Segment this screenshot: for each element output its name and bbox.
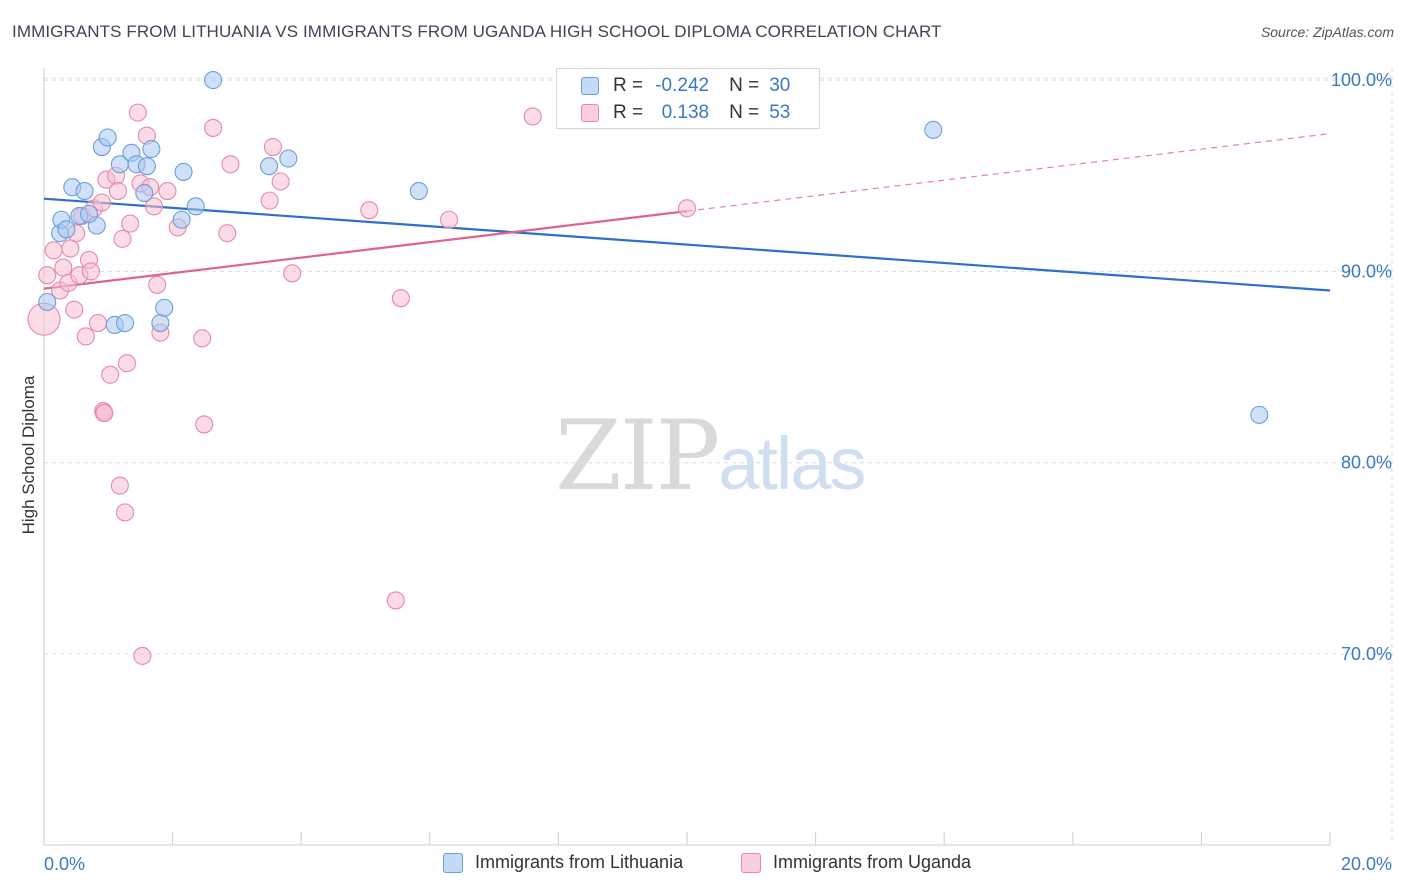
data-point-uganda [283, 264, 302, 283]
series-swatch-lithuania [443, 852, 463, 873]
y-tick-label: 80.0% [1341, 453, 1392, 473]
series-legend-uganda[interactable]: Immigrants from Uganda [741, 852, 971, 873]
data-point-lithuania [98, 128, 117, 147]
data-point-lithuania [279, 149, 298, 168]
legend-row-uganda: R = 0.138 N = 53 [581, 101, 790, 125]
data-point-uganda [158, 182, 177, 201]
data-point-lithuania [172, 210, 191, 229]
y-tick-label: 90.0% [1341, 261, 1392, 281]
data-point-uganda [677, 199, 697, 218]
data-point-lithuania [57, 220, 76, 239]
zipatlas-watermark: ZIPatlas [555, 400, 867, 512]
trend-line-uganda [43, 210, 688, 290]
data-point-uganda [263, 138, 282, 157]
legend-swatch-lithuania [581, 77, 599, 95]
data-point-uganda [133, 646, 152, 665]
data-point-lithuania [924, 120, 943, 139]
data-point-uganda [193, 329, 212, 348]
data-point-uganda [38, 266, 57, 285]
data-point-lithuania [155, 298, 174, 317]
data-point-uganda [260, 191, 279, 210]
x-tick-label: 0.0% [44, 854, 85, 874]
data-point-uganda [360, 201, 379, 220]
data-point-uganda [391, 289, 410, 308]
legend-n-label: N = [729, 102, 760, 123]
series-swatch-uganda [741, 852, 761, 873]
data-point-lithuania [1250, 405, 1269, 424]
data-point-lithuania [409, 182, 428, 201]
legend-r-label: R = [613, 102, 644, 123]
data-point-lithuania [115, 314, 135, 333]
data-point-lithuania [151, 314, 170, 333]
data-point-uganda [76, 327, 95, 346]
data-point-lithuania [137, 157, 156, 176]
data-point-uganda [54, 258, 73, 277]
data-point-uganda [218, 224, 237, 243]
data-point-uganda [221, 155, 240, 174]
data-point-lithuania [174, 162, 193, 181]
legend-n-label: N = [729, 75, 760, 96]
data-point-uganda [92, 193, 111, 212]
trend-line-extension-uganda [686, 133, 1331, 212]
watermark-atlas: atlas [718, 422, 866, 505]
chart-title: IMMIGRANTS FROM LITHUANIA VS IMMIGRANTS … [12, 22, 942, 41]
legend-n-value: 30 [769, 75, 791, 96]
legend-r-label: R = [613, 75, 644, 96]
data-point-uganda [61, 239, 80, 258]
y-tick-label: 100.0% [1331, 70, 1392, 90]
source-credit: Source: ZipAtlas.com [1260, 24, 1394, 40]
legend-r-value: -0.242 [655, 75, 710, 96]
data-point-lithuania [135, 183, 154, 203]
data-point-lithuania [186, 197, 205, 216]
correlation-legend: R = -0.242 N = 30 R = 0.138 N = 53 [556, 68, 820, 129]
point-layer [27, 71, 1269, 665]
data-point-lithuania [79, 204, 99, 224]
data-point-lithuania [204, 71, 223, 90]
data-point-uganda [101, 365, 120, 384]
x-tick-label: 20.0% [1341, 854, 1392, 874]
data-point-uganda [523, 107, 542, 126]
data-point-uganda [386, 591, 405, 610]
trend-layer [43, 133, 1331, 292]
legend-swatch-uganda [581, 104, 599, 122]
data-point-lithuania [38, 292, 57, 312]
data-point-uganda [65, 300, 84, 319]
series-label-lithuania: Immigrants from Lithuania [475, 852, 684, 872]
data-point-uganda [144, 197, 164, 216]
data-point-uganda [88, 314, 108, 333]
data-point-uganda [117, 354, 136, 373]
data-point-uganda [115, 503, 135, 522]
legend-n-value: 53 [769, 102, 791, 123]
data-point-uganda [95, 403, 114, 423]
data-point-lithuania [259, 157, 279, 176]
data-point-uganda [440, 210, 459, 229]
series-legend: Immigrants from Lithuania Immigrants fro… [0, 852, 1406, 878]
legend-row-lithuania: R = -0.242 N = 30 [581, 74, 790, 98]
legend-r-value: 0.138 [661, 102, 710, 123]
tick-label-layer: 70.0% 80.0% 90.0% 100.0% 0.0% 20.0% [44, 70, 1392, 874]
trend-line-lithuania [43, 197, 1331, 292]
data-point-uganda [44, 241, 63, 260]
watermark-zip: ZIP [555, 400, 720, 512]
data-point-uganda [195, 415, 214, 434]
data-point-uganda [204, 118, 223, 137]
data-point-uganda [271, 172, 290, 191]
data-point-uganda [148, 275, 167, 294]
grid-layer [44, 68, 1393, 845]
series-label-uganda: Immigrants from Uganda [773, 852, 972, 872]
data-point-uganda [81, 262, 100, 281]
data-point-uganda [121, 214, 140, 233]
data-point-lithuania [142, 139, 161, 159]
data-point-lithuania [75, 182, 94, 201]
y-tick-label: 70.0% [1341, 644, 1392, 664]
series-legend-lithuania[interactable]: Immigrants from Lithuania [443, 852, 683, 873]
axis-layer [43, 68, 1331, 846]
data-point-uganda [108, 182, 127, 201]
data-point-uganda [113, 229, 132, 248]
data-point-uganda [110, 476, 129, 495]
data-point-uganda [128, 103, 147, 122]
